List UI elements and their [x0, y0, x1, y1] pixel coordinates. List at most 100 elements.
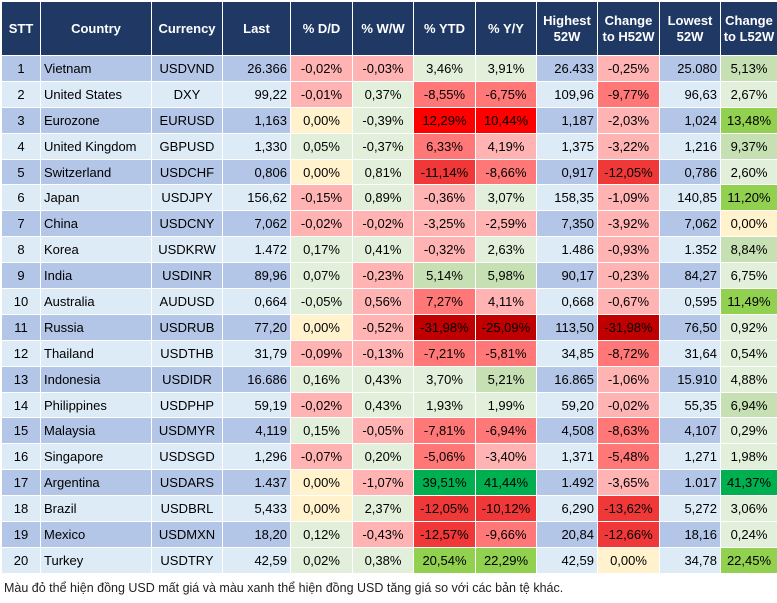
cell-chl: 2,60% [721, 159, 777, 185]
column-header[interactable]: Country [41, 2, 152, 56]
cell-l52: 1,024 [660, 107, 721, 133]
cell-dd: 0,00% [291, 159, 353, 185]
cell-last: 26.366 [223, 56, 291, 82]
cell-ww: -1,07% [353, 470, 414, 496]
cell-l52: 0,595 [660, 289, 721, 315]
cell-yy: 22,29% [476, 547, 537, 573]
cell-currency: USDPHP [152, 392, 223, 418]
cell-yy: 3,91% [476, 56, 537, 82]
cell-h52: 1,375 [537, 133, 598, 159]
cell-yy: 41,44% [476, 470, 537, 496]
cell-chl: 22,45% [721, 547, 777, 573]
cell-chl: 11,49% [721, 289, 777, 315]
column-header[interactable]: STT [2, 2, 41, 56]
cell-ww: -0,43% [353, 522, 414, 548]
cell-chh: -5,48% [598, 444, 660, 470]
cell-country: Switzerland [41, 159, 152, 185]
column-header[interactable]: Highest 52W [537, 2, 598, 56]
cell-ww: 0,81% [353, 159, 414, 185]
cell-l52: 76,50 [660, 314, 721, 340]
column-header[interactable]: % W/W [353, 2, 414, 56]
column-header[interactable]: Change to L52W [721, 2, 777, 56]
cell-stt: 6 [2, 185, 41, 211]
cell-ww: -0,23% [353, 263, 414, 289]
cell-ytd: -12,57% [414, 522, 476, 548]
cell-stt: 7 [2, 211, 41, 237]
cell-ww: -0,02% [353, 211, 414, 237]
cell-chh: -1,09% [598, 185, 660, 211]
cell-l52: 5,272 [660, 496, 721, 522]
cell-h52: 16.865 [537, 366, 598, 392]
cell-country: Philippines [41, 392, 152, 418]
cell-l52: 1,271 [660, 444, 721, 470]
cell-chh: -8,63% [598, 418, 660, 444]
cell-ytd: -7,21% [414, 340, 476, 366]
cell-stt: 20 [2, 547, 41, 573]
cell-ww: 0,89% [353, 185, 414, 211]
cell-dd: 0,00% [291, 107, 353, 133]
cell-ytd: -5,06% [414, 444, 476, 470]
cell-yy: -10,12% [476, 496, 537, 522]
cell-chh: -12,66% [598, 522, 660, 548]
cell-l52: 31,64 [660, 340, 721, 366]
column-header[interactable]: Change to H52W [598, 2, 660, 56]
cell-h52: 1.492 [537, 470, 598, 496]
cell-ytd: -3,25% [414, 211, 476, 237]
cell-currency: AUDUSD [152, 289, 223, 315]
cell-dd: -0,02% [291, 211, 353, 237]
column-header[interactable]: % D/D [291, 2, 353, 56]
cell-chh: -3,65% [598, 470, 660, 496]
cell-l52: 18,16 [660, 522, 721, 548]
cell-ytd: 5,14% [414, 263, 476, 289]
column-header[interactable]: Currency [152, 2, 223, 56]
column-header[interactable]: % Y/Y [476, 2, 537, 56]
cell-h52: 4,508 [537, 418, 598, 444]
cell-last: 42,59 [223, 547, 291, 573]
cell-ytd: 3,46% [414, 56, 476, 82]
cell-stt: 19 [2, 522, 41, 548]
cell-ww: 0,41% [353, 237, 414, 263]
cell-ww: -0,05% [353, 418, 414, 444]
cell-ww: -0,03% [353, 56, 414, 82]
cell-stt: 18 [2, 496, 41, 522]
cell-last: 59,19 [223, 392, 291, 418]
cell-yy: 3,07% [476, 185, 537, 211]
cell-chh: -3,92% [598, 211, 660, 237]
column-header[interactable]: Lowest 52W [660, 2, 721, 56]
cell-country: Brazil [41, 496, 152, 522]
column-header[interactable]: % YTD [414, 2, 476, 56]
cell-chh: -0,25% [598, 56, 660, 82]
cell-country: Japan [41, 185, 152, 211]
cell-country: Eurozone [41, 107, 152, 133]
cell-ww: -0,39% [353, 107, 414, 133]
cell-stt: 8 [2, 237, 41, 263]
cell-ytd: -7,81% [414, 418, 476, 444]
cell-dd: -0,09% [291, 340, 353, 366]
cell-dd: -0,07% [291, 444, 353, 470]
cell-ww: 0,20% [353, 444, 414, 470]
cell-country: Vietnam [41, 56, 152, 82]
cell-chl: 0,92% [721, 314, 777, 340]
cell-dd: 0,17% [291, 237, 353, 263]
cell-yy: -6,94% [476, 418, 537, 444]
cell-currency: USDJPY [152, 185, 223, 211]
cell-currency: USDIDR [152, 366, 223, 392]
cell-h52: 1,371 [537, 444, 598, 470]
cell-stt: 2 [2, 81, 41, 107]
cell-country: Australia [41, 289, 152, 315]
cell-stt: 1 [2, 56, 41, 82]
column-header[interactable]: Last [223, 2, 291, 56]
cell-chl: 8,84% [721, 237, 777, 263]
cell-chh: -31,98% [598, 314, 660, 340]
cell-country: United Kingdom [41, 133, 152, 159]
cell-ytd: -0,36% [414, 185, 476, 211]
